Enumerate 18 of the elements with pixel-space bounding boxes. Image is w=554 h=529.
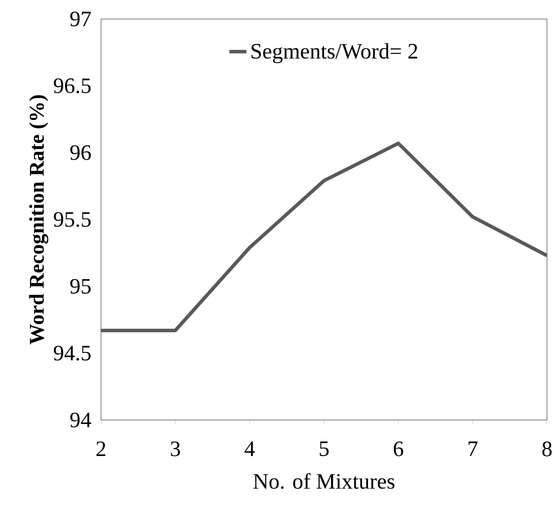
x-tick-label: 8 bbox=[542, 442, 552, 456]
line-series bbox=[101, 142, 547, 332]
y-tick-label: 95 bbox=[70, 278, 91, 294]
x-axis-title: No. of Mixtures bbox=[253, 473, 394, 489]
x-tick-label: 2 bbox=[96, 442, 106, 456]
x-tick-label: 5 bbox=[320, 442, 329, 456]
y-tick-label: 95.5 bbox=[54, 212, 91, 227]
x-tick-label: 6 bbox=[394, 442, 404, 456]
x-tick-label: 7 bbox=[468, 442, 478, 456]
legend-label: Segments/Word= 2 bbox=[252, 43, 418, 64]
y-tick-label: 94 bbox=[70, 412, 92, 428]
y-axis-title: Word Recognition Rate (%) bbox=[29, 95, 48, 344]
y-tick-label: 96.5 bbox=[54, 78, 91, 94]
y-tick-label: 96 bbox=[70, 145, 91, 160]
y-tick-label: 94.5 bbox=[54, 346, 91, 361]
y-tick-label: 97 bbox=[70, 12, 91, 26]
x-tick-label: 3 bbox=[170, 442, 180, 456]
x-tick-label: 4 bbox=[244, 442, 255, 456]
